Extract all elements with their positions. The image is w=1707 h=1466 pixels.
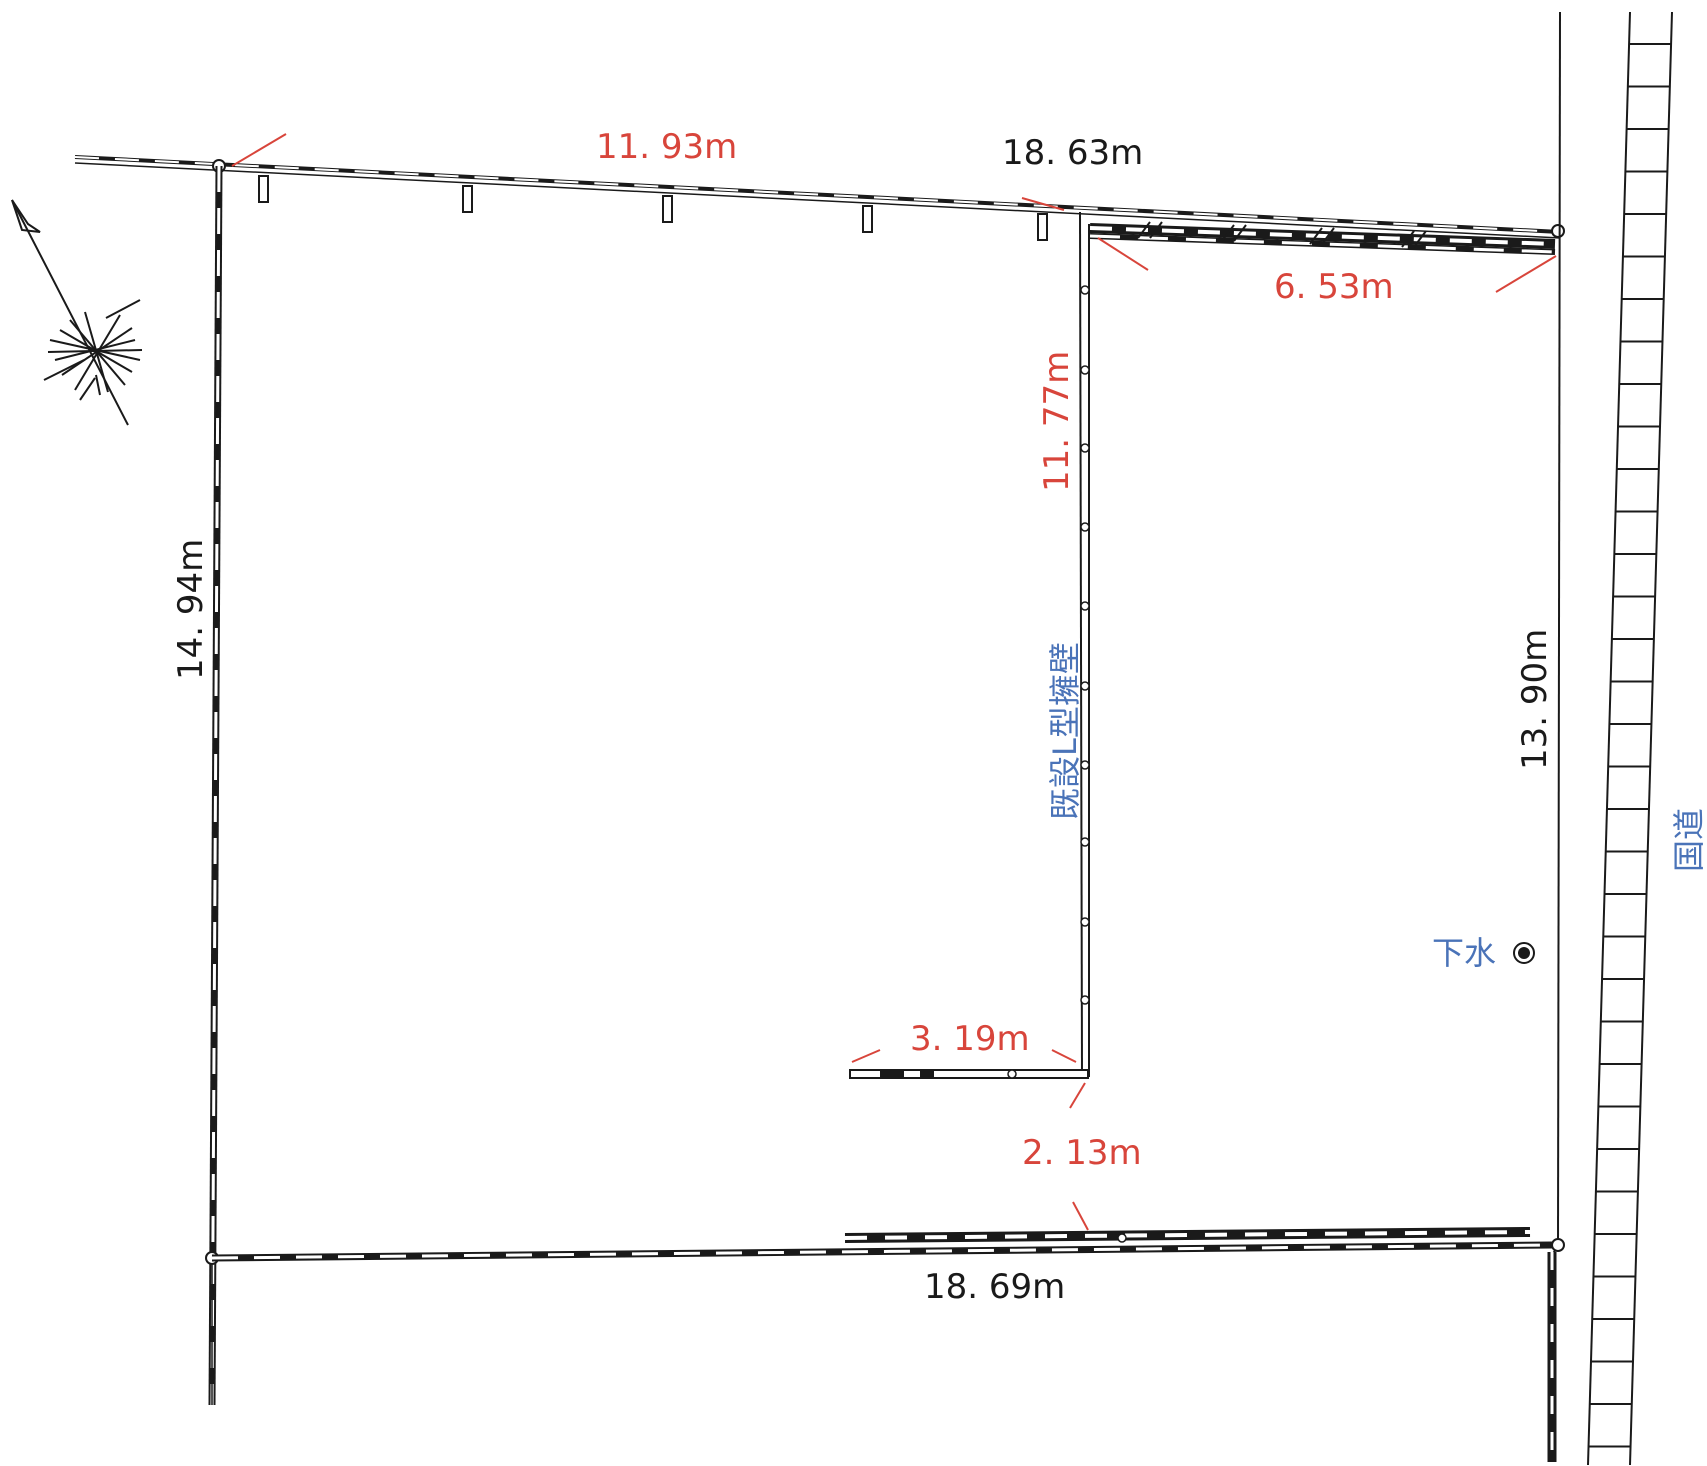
manhole-circle-icon — [1513, 942, 1535, 964]
dim-retaining-wall-length: 11. 77m — [1037, 351, 1077, 492]
top-boundary-wall — [74, 155, 1565, 255]
dim-wall-bottom-return: 3. 19m — [910, 1019, 1030, 1059]
dim-wall-to-bottom-offset: 2. 13m — [1022, 1133, 1142, 1173]
dim-top-left-segment: 11. 93m — [596, 127, 737, 167]
dim-right-side: 13. 90m — [1515, 629, 1555, 770]
left-boundary-wall — [205, 165, 223, 1406]
right-boundary-line — [1547, 11, 1565, 1462]
dim-top-right-segment: 6. 53m — [1274, 267, 1394, 307]
dimension-ticks — [231, 133, 1557, 1231]
bottom-boundary-wall — [211, 1227, 1553, 1262]
dim-left-side: 14. 94m — [171, 539, 211, 680]
sewer-label: 下水 — [1432, 934, 1496, 972]
national-road-label: 国道 — [1670, 808, 1707, 872]
national-road-edge — [1587, 11, 1673, 1466]
dim-top-total: 18. 63m — [1002, 133, 1143, 173]
north-arrow-compass-icon — [11, 199, 143, 426]
retaining-wall-label: 既設L型擁壁 — [1046, 642, 1084, 820]
retaining-wall-l-shape — [849, 211, 1090, 1079]
dim-bottom-side: 18. 69m — [924, 1267, 1065, 1307]
